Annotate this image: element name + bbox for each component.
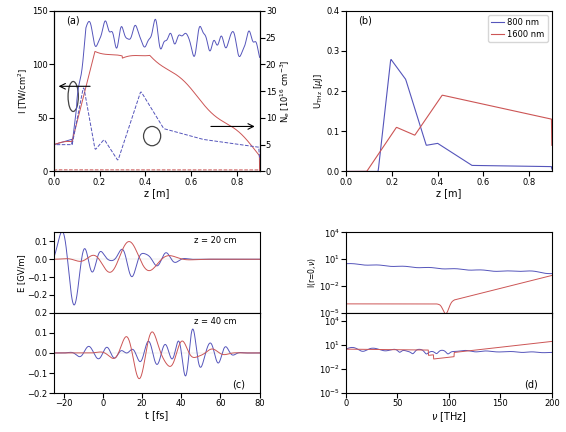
Y-axis label: N$_e$ [10$^{16}$ cm$^{-3}$]: N$_e$ [10$^{16}$ cm$^{-3}$] <box>278 59 291 123</box>
Y-axis label: U$_{\rm THz}$ [$\mu$J]: U$_{\rm THz}$ [$\mu$J] <box>312 73 325 109</box>
Y-axis label: I(r=0,$\nu$): I(r=0,$\nu$) <box>306 257 318 288</box>
Y-axis label: E [GV/m]: E [GV/m] <box>17 254 26 292</box>
Text: z = 20 cm: z = 20 cm <box>194 236 236 245</box>
X-axis label: $\nu$ [THz]: $\nu$ [THz] <box>431 410 467 423</box>
Text: (a): (a) <box>66 16 80 25</box>
Text: (c): (c) <box>232 379 245 389</box>
Text: z = 40 cm: z = 40 cm <box>194 317 236 326</box>
Text: (d): (d) <box>524 379 538 389</box>
X-axis label: t [fs]: t [fs] <box>145 410 168 420</box>
X-axis label: z [m]: z [m] <box>144 188 169 198</box>
Text: (b): (b) <box>358 16 372 25</box>
X-axis label: z [m]: z [m] <box>436 188 462 198</box>
Y-axis label: I [TW/cm$^2$]: I [TW/cm$^2$] <box>17 68 31 114</box>
Legend: 800 nm, 1600 nm: 800 nm, 1600 nm <box>488 15 548 42</box>
